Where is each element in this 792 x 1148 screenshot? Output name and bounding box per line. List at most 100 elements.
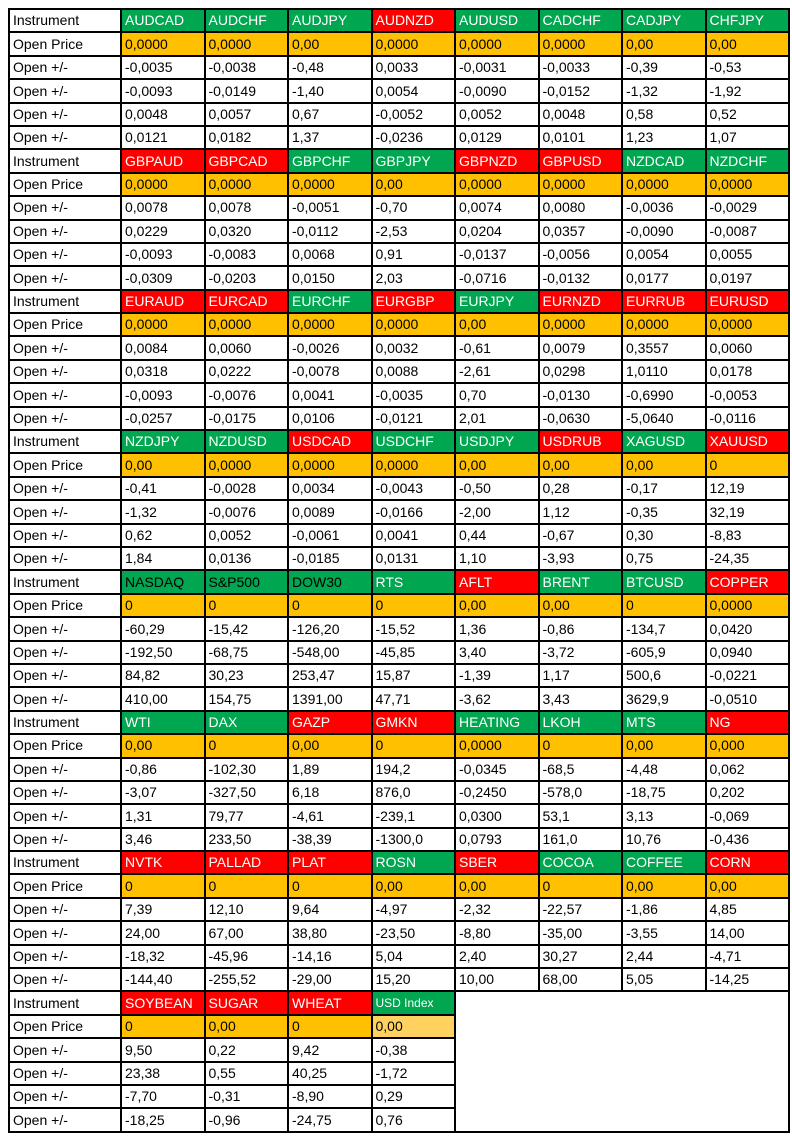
change-cell[interactable]: 5,04 bbox=[370, 943, 456, 970]
change-cell[interactable]: 0,44 bbox=[454, 522, 540, 549]
change-cell[interactable]: -0,61 bbox=[454, 335, 540, 361]
row-label-open-change[interactable]: Open +/- bbox=[8, 920, 122, 946]
row-label-open-price[interactable]: Open Price bbox=[8, 592, 122, 619]
open-price-cell[interactable]: 0,0000 bbox=[704, 171, 790, 198]
change-cell[interactable]: -0,0130 bbox=[537, 382, 623, 408]
change-cell[interactable]: -8,83 bbox=[704, 522, 790, 549]
change-cell[interactable]: 0,0131 bbox=[370, 545, 456, 572]
open-price-cell[interactable]: 0,0000 bbox=[370, 452, 456, 478]
open-price-cell[interactable]: 0 bbox=[120, 873, 206, 899]
change-cell[interactable]: 7,39 bbox=[120, 896, 206, 923]
change-cell[interactable]: -4,71 bbox=[704, 943, 790, 970]
open-price-cell[interactable]: 0,0000 bbox=[370, 31, 456, 57]
change-cell[interactable]: -4,48 bbox=[621, 756, 707, 782]
change-cell[interactable]: -0,0031 bbox=[454, 54, 540, 81]
row-label-open-change[interactable]: Open +/- bbox=[8, 499, 122, 525]
change-cell[interactable]: -134,7 bbox=[621, 616, 707, 642]
change-cell[interactable]: 10,76 bbox=[621, 826, 707, 853]
change-cell[interactable]: 3,46 bbox=[120, 826, 206, 853]
change-cell[interactable]: 0,0300 bbox=[454, 803, 540, 829]
change-cell[interactable]: -0,86 bbox=[120, 756, 206, 782]
change-cell[interactable]: -0,0093 bbox=[120, 78, 206, 104]
open-price-cell[interactable]: 0,00 bbox=[454, 452, 540, 478]
change-cell[interactable]: -0,0033 bbox=[537, 54, 623, 81]
row-label-open-change[interactable]: Open +/- bbox=[8, 335, 122, 361]
open-price-cell[interactable]: 0,0000 bbox=[120, 31, 206, 57]
change-cell[interactable]: 0,0129 bbox=[454, 124, 540, 151]
change-cell[interactable]: 2,03 bbox=[370, 265, 456, 291]
change-cell[interactable]: 30,23 bbox=[203, 662, 289, 689]
change-cell[interactable]: 1,17 bbox=[537, 662, 623, 689]
change-cell[interactable]: -0,0036 bbox=[621, 195, 707, 221]
row-label-open-change[interactable]: Open +/- bbox=[8, 639, 122, 665]
instrument-header-cell[interactable]: EURCAD bbox=[203, 288, 289, 315]
open-price-cell[interactable]: 0,00 bbox=[621, 452, 707, 478]
instrument-header-cell[interactable]: RTS bbox=[370, 569, 456, 595]
open-price-cell[interactable]: 0,00 bbox=[621, 733, 707, 759]
open-price-cell[interactable]: 0,00 bbox=[621, 31, 707, 57]
change-cell[interactable]: -0,0035 bbox=[370, 382, 456, 408]
change-cell[interactable]: 0,55 bbox=[203, 1060, 289, 1086]
change-cell[interactable]: -18,32 bbox=[120, 943, 206, 970]
change-cell[interactable]: 23,38 bbox=[120, 1060, 206, 1086]
change-cell[interactable]: -2,32 bbox=[454, 896, 540, 923]
open-price-cell[interactable]: 0,0000 bbox=[287, 452, 373, 478]
row-label-open-change[interactable]: Open +/- bbox=[8, 54, 122, 81]
change-cell[interactable]: 0,0055 bbox=[704, 241, 790, 268]
change-cell[interactable]: -1,92 bbox=[704, 78, 790, 104]
change-cell[interactable]: 253,47 bbox=[287, 662, 373, 689]
change-cell[interactable]: 0,0121 bbox=[120, 124, 206, 151]
row-label-instrument[interactable]: Instrument bbox=[8, 569, 122, 595]
instrument-header-cell[interactable]: BTCUSD bbox=[621, 569, 707, 595]
row-label-open-change[interactable]: Open +/- bbox=[8, 966, 122, 993]
instrument-header-cell[interactable]: PALLAD bbox=[203, 850, 289, 876]
change-cell[interactable]: -239,1 bbox=[370, 803, 456, 829]
change-cell[interactable]: 0,75 bbox=[621, 545, 707, 572]
open-price-cell[interactable]: 0 bbox=[120, 592, 206, 619]
open-price-cell[interactable]: 0,0000 bbox=[120, 312, 206, 338]
open-price-cell[interactable]: 0,000 bbox=[704, 733, 790, 759]
row-label-open-change[interactable]: Open +/- bbox=[8, 779, 122, 806]
change-cell[interactable]: 0,67 bbox=[287, 101, 373, 127]
row-label-open-change[interactable]: Open +/- bbox=[8, 1060, 122, 1086]
instrument-header-cell[interactable]: USDRUB bbox=[537, 429, 623, 455]
open-price-cell[interactable]: 0,00 bbox=[120, 452, 206, 478]
instrument-header-cell[interactable]: CADCHF bbox=[537, 7, 623, 34]
change-cell[interactable]: 0,0088 bbox=[370, 358, 456, 385]
change-cell[interactable]: -3,07 bbox=[120, 779, 206, 806]
instrument-header-cell[interactable]: NASDAQ bbox=[120, 569, 206, 595]
open-price-cell[interactable]: 0 bbox=[537, 733, 623, 759]
change-cell[interactable]: -23,50 bbox=[370, 920, 456, 946]
instrument-header-cell[interactable]: GBPAUD bbox=[120, 148, 206, 174]
instrument-header-cell[interactable]: NZDCAD bbox=[621, 148, 707, 174]
change-cell[interactable]: -0,0038 bbox=[203, 54, 289, 81]
change-cell[interactable]: 4,85 bbox=[704, 896, 790, 923]
instrument-header-cell[interactable]: AUDCHF bbox=[203, 7, 289, 34]
row-label-open-price[interactable]: Open Price bbox=[8, 31, 122, 57]
change-cell[interactable]: 38,80 bbox=[287, 920, 373, 946]
instrument-header-cell[interactable]: WTI bbox=[120, 709, 206, 736]
instrument-header-cell[interactable]: NZDJPY bbox=[120, 429, 206, 455]
change-cell[interactable]: -8,90 bbox=[287, 1083, 373, 1110]
open-price-cell[interactable]: 0 bbox=[287, 592, 373, 619]
open-price-cell[interactable]: 0,0000 bbox=[203, 31, 289, 57]
change-cell[interactable]: 3,13 bbox=[621, 803, 707, 829]
instrument-header-cell[interactable]: EURNZD bbox=[537, 288, 623, 315]
instrument-header-cell[interactable]: EURCHF bbox=[287, 288, 373, 315]
change-cell[interactable]: 1,10 bbox=[454, 545, 540, 572]
change-cell[interactable]: -0,6990 bbox=[621, 382, 707, 408]
row-label-open-change[interactable]: Open +/- bbox=[8, 265, 122, 291]
change-cell[interactable]: 0,0298 bbox=[537, 358, 623, 385]
change-cell[interactable]: 0,0420 bbox=[704, 616, 790, 642]
open-price-cell[interactable]: 0,00 bbox=[704, 873, 790, 899]
change-cell[interactable]: 0,062 bbox=[704, 756, 790, 782]
open-price-cell[interactable]: 0 bbox=[704, 452, 790, 478]
instrument-header-cell[interactable]: CHFJPY bbox=[704, 7, 790, 34]
instrument-header-cell[interactable]: CORN bbox=[704, 850, 790, 876]
change-cell[interactable]: 0,0204 bbox=[454, 218, 540, 244]
instrument-header-cell[interactable]: EURGBP bbox=[370, 288, 456, 315]
change-cell[interactable]: -0,0056 bbox=[537, 241, 623, 268]
change-cell[interactable]: 1391,00 bbox=[287, 686, 373, 712]
change-cell[interactable]: 0,0101 bbox=[537, 124, 623, 151]
change-cell[interactable]: -0,0051 bbox=[287, 195, 373, 221]
